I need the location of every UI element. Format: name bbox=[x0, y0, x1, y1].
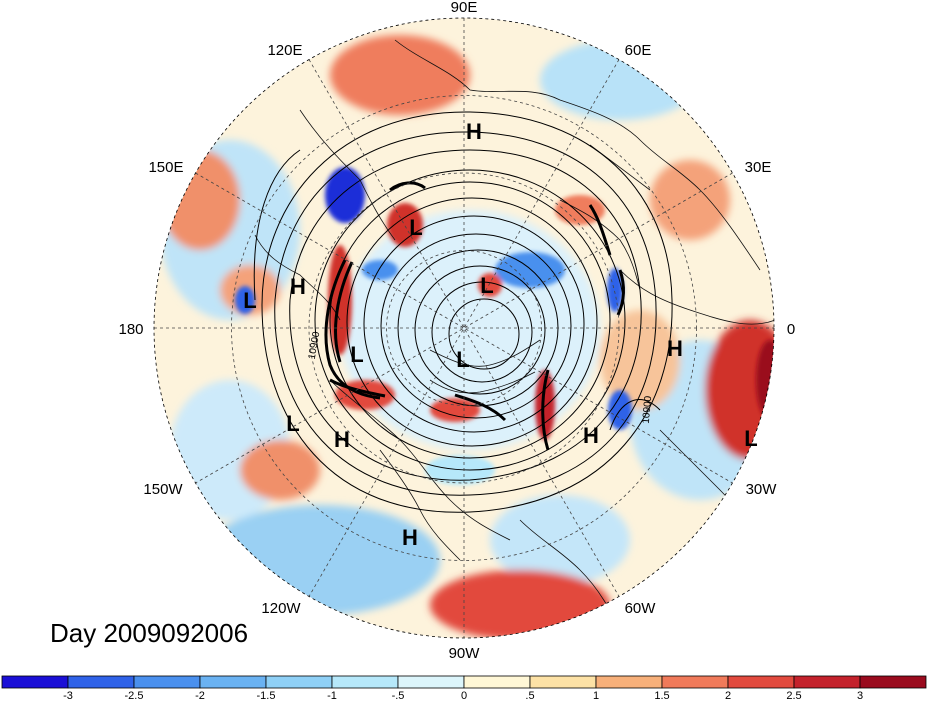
pressure-marker-high: H bbox=[583, 423, 599, 448]
pressure-marker-low: L bbox=[480, 273, 493, 298]
colorbar-swatch bbox=[397, 675, 465, 689]
lon-label-30w: 30W bbox=[746, 481, 778, 498]
colorbar-tick-label: .5 bbox=[525, 690, 534, 702]
pressure-marker-low: L bbox=[456, 347, 469, 372]
pressure-marker-high: H bbox=[334, 427, 350, 452]
colorbar-swatch bbox=[199, 675, 267, 689]
pressure-marker-low: L bbox=[744, 426, 757, 451]
lon-label-0: 0 bbox=[787, 321, 795, 338]
lon-label-150e: 150E bbox=[148, 159, 183, 176]
lon-label-90e: 90E bbox=[451, 0, 478, 16]
lon-label-120w: 120W bbox=[261, 600, 301, 617]
lon-label-150w: 150W bbox=[143, 481, 183, 498]
colorbar-tick-label: -2 bbox=[195, 690, 205, 702]
colorbar-swatch bbox=[793, 675, 861, 689]
lon-label-90w: 90W bbox=[449, 645, 481, 662]
longitude-labels: 90E 60E 30E 0 30W 60W 90W 120W 150W 180 … bbox=[118, 0, 795, 662]
anomaly-field bbox=[154, 18, 774, 638]
colorbar-swatch bbox=[1, 675, 69, 689]
pressure-marker-high: H bbox=[667, 336, 683, 361]
colorbar-tick-label: -.5 bbox=[392, 690, 405, 702]
colorbar-swatch bbox=[331, 675, 399, 689]
lon-label-120e: 120E bbox=[267, 42, 302, 59]
pressure-marker-high: H bbox=[466, 119, 482, 144]
colorbar-swatch bbox=[463, 675, 531, 689]
lon-label-30e: 30E bbox=[745, 159, 772, 176]
colorbar-tick-label: -2.5 bbox=[125, 690, 144, 702]
pressure-system-markers: H L L L H L L H L H H L H bbox=[243, 119, 757, 550]
pressure-marker-low: L bbox=[243, 288, 256, 313]
lon-label-60w: 60W bbox=[625, 600, 657, 617]
pressure-marker-high: H bbox=[402, 525, 418, 550]
colorbar: -3 -2.5 -2 -1.5 -1 -.5 0 .5 1 1.5 2 2.5 3 bbox=[1, 675, 927, 702]
colorbar-tick-label: 0 bbox=[461, 690, 467, 702]
colorbar-tick-label: -1 bbox=[327, 690, 337, 702]
pressure-marker-low: L bbox=[409, 215, 422, 240]
colorbar-tick-label: -1.5 bbox=[257, 690, 276, 702]
pressure-marker-low: L bbox=[350, 342, 363, 367]
contour-value-labels: 10900 10900 bbox=[307, 330, 655, 424]
colorbar-swatch bbox=[859, 675, 927, 689]
colorbar-swatch bbox=[265, 675, 333, 689]
map-boundary bbox=[153, 17, 775, 639]
colorbar-swatch bbox=[133, 675, 201, 689]
lon-label-60e: 60E bbox=[625, 42, 652, 59]
colorbar-swatch bbox=[529, 675, 597, 689]
colorbar-tick-label: 2.5 bbox=[786, 690, 801, 702]
colorbar-swatch bbox=[661, 675, 729, 689]
colorbar-swatch bbox=[67, 675, 135, 689]
graticule bbox=[154, 18, 774, 638]
colorbar-tick-label: 1.5 bbox=[654, 690, 669, 702]
map-date-title: Day 2009092006 bbox=[50, 618, 249, 648]
colorbar-tick-label: 3 bbox=[857, 690, 863, 702]
pressure-marker-high: H bbox=[290, 274, 306, 299]
contour-label-west: 10900 bbox=[307, 330, 323, 360]
pressure-marker-low: L bbox=[286, 411, 299, 436]
colorbar-tick-label: 2 bbox=[725, 690, 731, 702]
contour-label-east: 10900 bbox=[641, 395, 654, 424]
colorbar-swatch bbox=[727, 675, 795, 689]
colorbar-tick-label: 1 bbox=[593, 690, 599, 702]
height-contours bbox=[253, 111, 673, 513]
colorbar-swatch bbox=[595, 675, 663, 689]
colorbar-tick-label: -3 bbox=[63, 690, 73, 702]
lon-label-180: 180 bbox=[118, 321, 143, 338]
